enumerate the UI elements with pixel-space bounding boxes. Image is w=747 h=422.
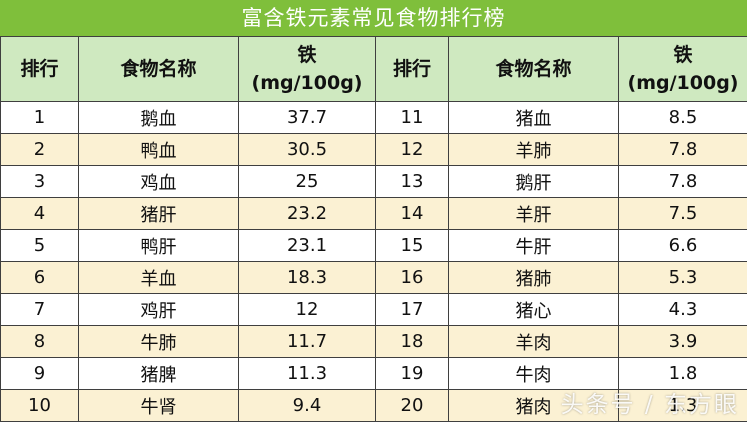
food-name-cell: 羊肉 [449,326,619,358]
iron-value-cell: 23.1 [239,230,376,262]
food-name-cell: 牛肾 [79,390,239,422]
iron-value-cell: 7.8 [619,166,747,198]
rank-cell: 19 [376,358,449,390]
rank-cell: 3 [1,166,79,198]
rank-cell: 8 [1,326,79,358]
iron-value-cell: 30.5 [239,134,376,166]
table-row: 6 羊血 18.3 16 猪肺 5.3 [1,262,747,294]
rank-cell: 14 [376,198,449,230]
iron-value-cell: 3.9 [619,326,747,358]
watermark: 头条号 / 东方眼 [561,385,739,419]
iron-value-cell: 7.8 [619,134,747,166]
iron-value-cell: 4.3 [619,294,747,326]
rank-cell: 16 [376,262,449,294]
food-name-cell: 鸡血 [79,166,239,198]
table-row: 4 猪肝 23.2 14 羊肝 7.5 [1,198,747,230]
iron-value-cell: 25 [239,166,376,198]
table-row: 3 鸡血 25 13 鹅肝 7.8 [1,166,747,198]
iron-value-cell: 5.3 [619,262,747,294]
iron-value-cell: 23.2 [239,198,376,230]
header-iron-unit: (mg/100g) [619,69,747,97]
iron-value-cell: 11.7 [239,326,376,358]
rank-cell: 13 [376,166,449,198]
rank-cell: 5 [1,230,79,262]
header-row: 排行 食物名称 铁 (mg/100g) 排行 食物名称 铁 (mg/100g) [1,37,747,102]
rank-cell: 11 [376,102,449,134]
header-name-left: 食物名称 [79,37,239,102]
food-name-cell: 猪血 [449,102,619,134]
table-row: 1 鹅血 37.7 11 猪血 8.5 [1,102,747,134]
rank-cell: 17 [376,294,449,326]
food-name-cell: 鸭血 [79,134,239,166]
food-name-cell: 羊肺 [449,134,619,166]
food-name-cell: 鸭肝 [79,230,239,262]
iron-value-cell: 7.5 [619,198,747,230]
rank-cell: 4 [1,198,79,230]
food-name-cell: 鹅肝 [449,166,619,198]
food-name-cell: 猪心 [449,294,619,326]
iron-value-cell: 37.7 [239,102,376,134]
table-row: 7 鸡肝 12 17 猪心 4.3 [1,294,747,326]
food-name-cell: 鸡肝 [79,294,239,326]
table-title: 富含铁元素常见食物排行榜 [0,0,747,37]
rank-cell: 1 [1,102,79,134]
rank-cell: 7 [1,294,79,326]
rank-cell: 15 [376,230,449,262]
iron-value-cell: 6.6 [619,230,747,262]
table-row: 5 鸭肝 23.1 15 牛肝 6.6 [1,230,747,262]
food-name-cell: 猪肝 [79,198,239,230]
rank-cell: 9 [1,358,79,390]
rank-cell: 10 [1,390,79,422]
header-iron-label: 铁 [619,41,747,69]
food-name-cell: 猪脾 [79,358,239,390]
food-name-cell: 鹅血 [79,102,239,134]
food-name-cell: 牛肝 [449,230,619,262]
food-name-cell: 猪肺 [449,262,619,294]
header-rank-left: 排行 [1,37,79,102]
header-iron-left: 铁 (mg/100g) [239,37,376,102]
rank-cell: 6 [1,262,79,294]
iron-value-cell: 11.3 [239,358,376,390]
rank-cell: 20 [376,390,449,422]
rank-cell: 18 [376,326,449,358]
header-rank-right: 排行 [376,37,449,102]
iron-value-cell: 9.4 [239,390,376,422]
iron-value-cell: 8.5 [619,102,747,134]
ranking-table: 排行 食物名称 铁 (mg/100g) 排行 食物名称 铁 (mg/100g) … [0,36,747,422]
rank-cell: 12 [376,134,449,166]
table-row: 8 牛肺 11.7 18 羊肉 3.9 [1,326,747,358]
iron-value-cell: 12 [239,294,376,326]
rank-cell: 2 [1,134,79,166]
food-name-cell: 牛肺 [79,326,239,358]
food-name-cell: 羊肝 [449,198,619,230]
header-name-right: 食物名称 [449,37,619,102]
header-iron-label: 铁 [239,41,375,69]
table-row: 2 鸭血 30.5 12 羊肺 7.8 [1,134,747,166]
header-iron-right: 铁 (mg/100g) [619,37,747,102]
food-name-cell: 羊血 [79,262,239,294]
header-iron-unit: (mg/100g) [239,69,375,97]
iron-value-cell: 18.3 [239,262,376,294]
